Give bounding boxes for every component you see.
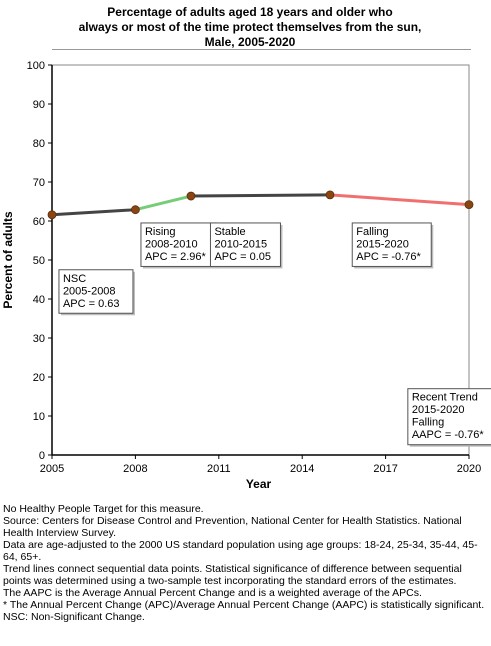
data-point <box>464 200 474 210</box>
data-point <box>186 191 196 201</box>
annotation-text: APC = 0.63 <box>63 298 120 310</box>
y-tick-label: 100 <box>27 60 45 72</box>
y-tick-label: 50 <box>33 255 45 267</box>
annotation-text: Stable <box>214 226 245 238</box>
footnote: * The Annual Percent Change (APC)/Averag… <box>3 599 485 611</box>
annotation-text: AAPC = -0.76* <box>412 429 485 441</box>
footnote: The AAPC is the Average Annual Percent C… <box>3 587 422 599</box>
annotation-box <box>407 388 491 446</box>
annotation-text: APC = -0.76* <box>356 251 421 263</box>
y-tick-label: 0 <box>39 450 45 462</box>
trend-segment <box>189 193 332 198</box>
footnote: Source: Centers for Disease Control and … <box>3 515 462 539</box>
title-divider <box>52 49 471 50</box>
x-tick-label: 2011 <box>207 463 231 475</box>
line-chart: 0 10 20 30 40 50 60 70 80 90 100 2005 2008 2011 2014 20… <box>1 60 491 491</box>
annotation-text: 2015-2020 <box>412 404 465 416</box>
footnote: Trend lines connect sequential data poin… <box>3 563 462 587</box>
annotation-box <box>209 222 281 267</box>
annotation-text: APC = 2.96* <box>145 251 207 263</box>
title-line-1: Percentage of adults aged 18 years and o… <box>107 5 393 19</box>
y-axis-label: Percent of adults <box>1 211 15 309</box>
footnote: Data are age-adjusted to the 2000 US sta… <box>3 539 478 563</box>
y-tick-label: 30 <box>33 333 45 345</box>
title-line-3: Male, 2005-2020 <box>204 35 296 49</box>
y-tick-label: 90 <box>33 99 45 111</box>
annotation-box <box>140 222 218 267</box>
footnotes: No Healthy People Target for this measur… <box>3 503 491 623</box>
annotation-text: 2010-2015 <box>214 238 267 250</box>
annotation-text: 2015-2020 <box>356 238 409 250</box>
footnote: No Healthy People Target for this measur… <box>3 503 204 515</box>
y-tick-label: 20 <box>33 372 45 384</box>
x-tick-label: 2008 <box>123 463 147 475</box>
y-tick-label: 10 <box>33 411 45 423</box>
annotation-text: NSC <box>63 273 86 285</box>
data-point <box>47 210 57 220</box>
annotation-text: 2008-2010 <box>145 238 198 250</box>
x-tick-label: 2017 <box>373 463 397 475</box>
y-tick-label: 60 <box>33 216 45 228</box>
annotation-text: Falling <box>412 417 444 429</box>
footnote: NSC: Non-Significant Change. <box>3 611 145 623</box>
y-tick-label: 80 <box>33 138 45 150</box>
trend-segment <box>133 194 193 212</box>
x-tick-label: 2005 <box>40 463 64 475</box>
annotation-text: 2005-2008 <box>63 285 116 297</box>
chart-title: Percentage of adults aged 18 years and o… <box>40 5 460 50</box>
y-tick-label: 40 <box>33 294 45 306</box>
data-point <box>325 190 335 200</box>
trend-segment <box>328 193 471 207</box>
annotation-box <box>351 222 432 267</box>
x-tick-label: 2020 <box>457 463 481 475</box>
annotation-text: APC = 0.05 <box>214 251 271 263</box>
x-tick-label: 2014 <box>290 463 314 475</box>
annotation-text: Rising <box>145 226 176 238</box>
trend-segment <box>50 208 137 217</box>
annotation-box <box>58 269 134 314</box>
data-point <box>130 205 140 215</box>
annotation-text: Falling <box>356 226 388 238</box>
annotation-text: Recent Trend <box>412 392 478 404</box>
y-tick-label: 70 <box>33 177 45 189</box>
x-axis-label: Year <box>246 477 272 491</box>
title-line-2: always or most of the time protect thems… <box>78 20 422 34</box>
